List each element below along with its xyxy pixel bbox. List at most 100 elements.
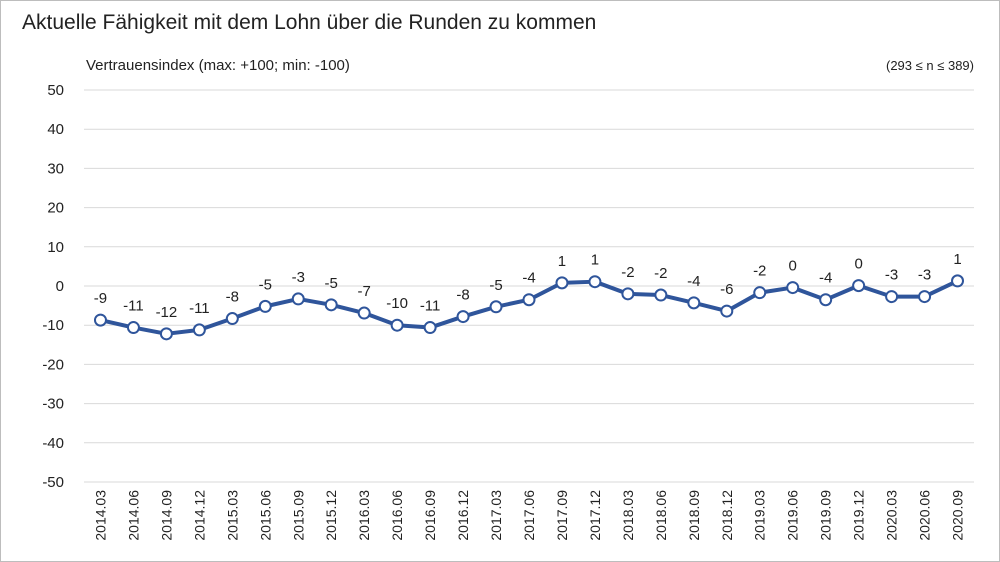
x-tick-label: 2014.09 [158, 490, 174, 541]
sample-size-note: (293 ≤ n ≤ 389) [886, 58, 974, 73]
data-label: -8 [226, 289, 239, 306]
x-tick-label: 2015.09 [290, 490, 306, 541]
y-tick-label: 50 [47, 82, 64, 99]
data-point [225, 312, 239, 326]
y-tick-label: 30 [47, 160, 64, 177]
data-point [159, 327, 173, 341]
data-point [753, 286, 767, 300]
x-tick-labels: 2014.03 2014.06 2014.09 2014.12 2015.03 2015.… [92, 490, 965, 541]
data-point [258, 299, 272, 313]
x-tick-label: 2020.09 [950, 490, 966, 541]
data-point [522, 293, 536, 307]
data-label: -11 [123, 298, 144, 315]
x-tick-label: 2018.06 [653, 490, 669, 541]
data-label: -8 [456, 287, 469, 304]
data-label: -5 [489, 277, 502, 294]
data-label: -6 [720, 281, 733, 298]
data-point [885, 290, 899, 304]
x-tick-label: 2020.06 [917, 490, 933, 541]
data-label: -9 [94, 290, 107, 307]
data-labels: -9 -11 -12 -11 -8 -5 -3 -5 -7 -10 -11 -8 -5 -4 1 1 -2 -2 -… [94, 251, 962, 321]
x-tick-label: 2018.12 [719, 490, 735, 541]
y-tick-labels: 50 40 30 20 10 0 -10 -20 -30 -40 -50 [42, 82, 64, 491]
x-tick-label: 2020.03 [884, 490, 900, 541]
x-tick-label: 2016.06 [389, 490, 405, 541]
data-label: 1 [591, 252, 599, 269]
x-tick-label: 2015.06 [257, 490, 273, 541]
data-point [390, 318, 404, 332]
data-label: -11 [189, 300, 210, 317]
data-label: -4 [522, 270, 535, 287]
data-point [852, 279, 866, 293]
data-point [786, 281, 800, 295]
data-label: -10 [386, 295, 408, 312]
y-tick-label: -30 [42, 396, 64, 413]
chart-title: Aktuelle Fähigkeit mit dem Lohn über die… [22, 11, 596, 34]
data-point [687, 296, 701, 310]
data-point [291, 292, 305, 306]
data-point [621, 287, 635, 301]
y-tick-label: 40 [47, 121, 64, 138]
y-tick-label: -50 [42, 474, 64, 491]
y-tick-label: 10 [47, 239, 64, 256]
data-label: -3 [292, 269, 305, 286]
data-point [357, 306, 371, 320]
x-tick-label: 2017.06 [521, 490, 537, 541]
data-label: -3 [885, 267, 898, 284]
data-point [93, 313, 107, 327]
y-tick-label: 20 [47, 200, 64, 217]
x-tick-label: 2016.03 [356, 490, 372, 541]
data-point [588, 275, 602, 289]
data-point [423, 321, 437, 335]
x-tick-label: 2015.03 [224, 490, 240, 541]
data-label: 0 [854, 256, 862, 273]
y-tick-label: -40 [42, 435, 64, 452]
data-point [489, 300, 503, 314]
x-tick-label: 2016.09 [422, 490, 438, 541]
data-label: -4 [687, 273, 700, 290]
data-label: -2 [621, 264, 634, 281]
data-point [555, 276, 569, 290]
x-tick-label: 2014.03 [92, 490, 108, 541]
data-label: 1 [953, 251, 961, 268]
data-point [456, 310, 470, 324]
data-label: -3 [918, 267, 931, 284]
x-tick-label: 2016.12 [455, 490, 471, 541]
data-label: -12 [156, 304, 178, 321]
data-label: 1 [558, 253, 566, 270]
data-label: -4 [819, 270, 832, 287]
data-label: -7 [358, 283, 371, 300]
series [93, 274, 965, 341]
x-tick-label: 2017.03 [488, 490, 504, 541]
x-tick-label: 2019.09 [818, 490, 834, 541]
x-tick-label: 2017.09 [554, 490, 570, 541]
data-point [819, 293, 833, 307]
gridlines [84, 89, 974, 483]
x-tick-label: 2015.12 [323, 490, 339, 541]
data-label: -11 [420, 298, 441, 315]
x-tick-label: 2018.09 [686, 490, 702, 541]
data-point [192, 323, 206, 337]
y-tick-label: -10 [42, 317, 64, 334]
y-tick-label: 0 [56, 278, 64, 295]
x-tick-label: 2019.03 [752, 490, 768, 541]
x-tick-label: 2014.12 [191, 490, 207, 541]
data-label: 0 [789, 258, 797, 275]
data-point [720, 304, 734, 318]
data-point [324, 298, 338, 312]
y-axis-label: Vertrauensindex (max: +100; min: -100) [86, 57, 350, 74]
data-label: -5 [259, 276, 272, 293]
data-label: -5 [325, 275, 338, 292]
data-point [126, 321, 140, 335]
x-tick-label: 2017.12 [587, 490, 603, 541]
x-tick-label: 2014.06 [125, 490, 141, 541]
x-tick-label: 2019.12 [851, 490, 867, 541]
y-tick-label: -20 [42, 356, 64, 373]
data-label: -2 [654, 265, 667, 282]
data-point [951, 274, 965, 288]
data-label: -2 [753, 263, 766, 280]
data-point [918, 290, 932, 304]
x-tick-label: 2018.03 [620, 490, 636, 541]
x-tick-label: 2019.06 [785, 490, 801, 541]
